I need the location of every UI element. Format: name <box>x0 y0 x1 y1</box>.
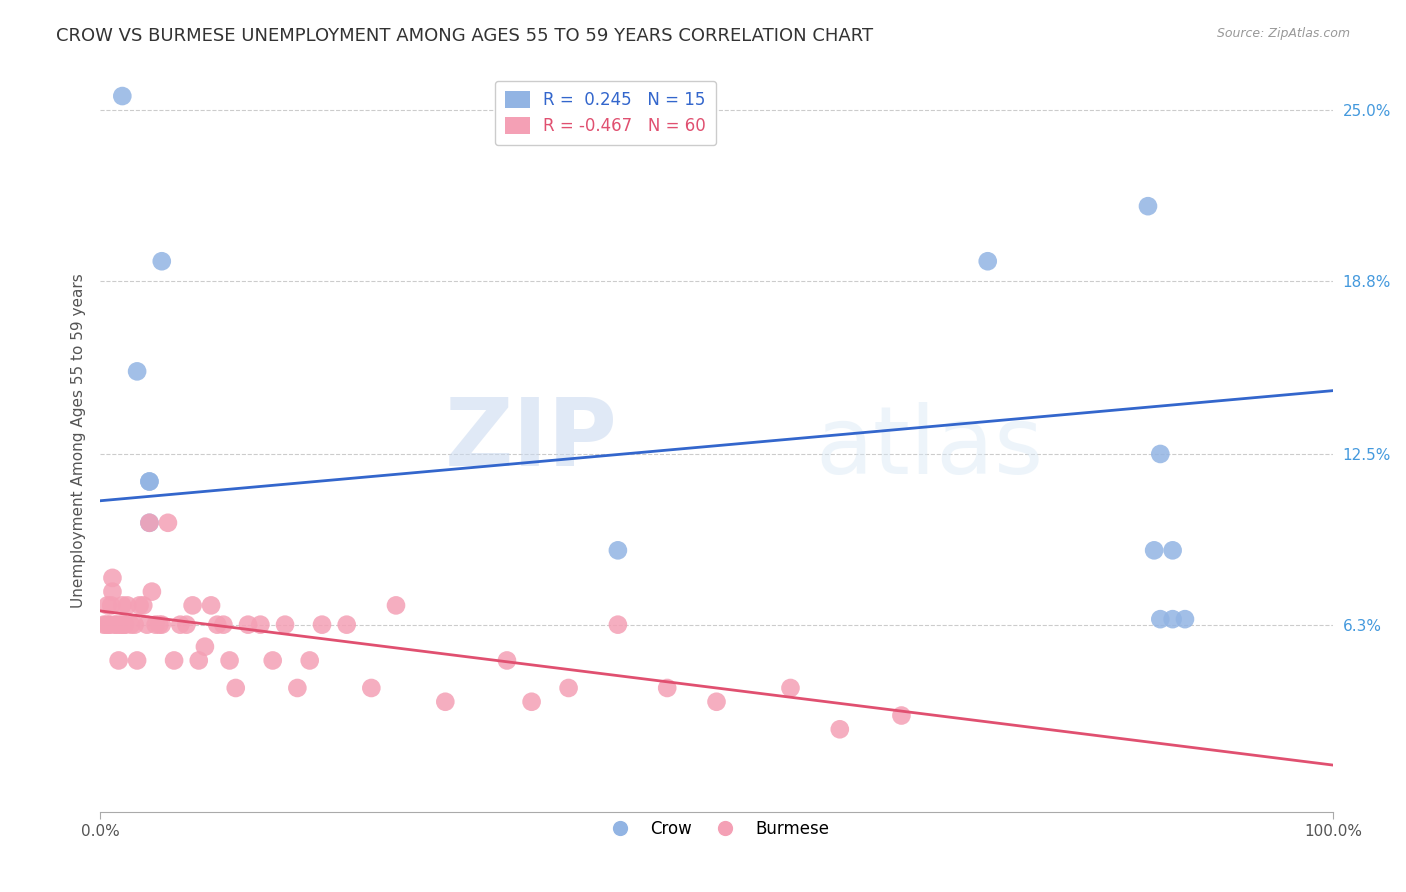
Point <box>132 599 155 613</box>
Point <box>101 584 124 599</box>
Point <box>176 617 198 632</box>
Point <box>274 617 297 632</box>
Point <box>120 617 142 632</box>
Text: Source: ZipAtlas.com: Source: ZipAtlas.com <box>1216 27 1350 40</box>
Point <box>606 543 628 558</box>
Point <box>138 475 160 489</box>
Point <box>114 617 136 632</box>
Point <box>1136 199 1159 213</box>
Point <box>1149 612 1171 626</box>
Point <box>779 681 801 695</box>
Point <box>657 681 679 695</box>
Point <box>557 681 579 695</box>
Point <box>262 653 284 667</box>
Point <box>124 617 146 632</box>
Point <box>114 617 136 632</box>
Point <box>181 599 204 613</box>
Point <box>111 599 134 613</box>
Text: atlas: atlas <box>815 401 1043 493</box>
Point <box>828 723 851 737</box>
Point <box>385 599 408 613</box>
Point <box>520 695 543 709</box>
Point <box>187 653 209 667</box>
Point <box>977 254 1000 268</box>
Point <box>249 617 271 632</box>
Point <box>100 599 122 613</box>
Point <box>105 617 128 632</box>
Point <box>128 599 150 613</box>
Text: ZIP: ZIP <box>446 394 617 486</box>
Point <box>111 89 134 103</box>
Point <box>136 617 159 632</box>
Point <box>150 254 173 268</box>
Point <box>96 599 118 613</box>
Point <box>1143 543 1166 558</box>
Point <box>606 617 628 632</box>
Point <box>1161 543 1184 558</box>
Point <box>138 475 160 489</box>
Point <box>117 599 139 613</box>
Point <box>150 617 173 632</box>
Point <box>138 516 160 530</box>
Point <box>96 617 118 632</box>
Point <box>156 516 179 530</box>
Point <box>1149 447 1171 461</box>
Point <box>207 617 229 632</box>
Point <box>212 617 235 632</box>
Point <box>97 617 120 632</box>
Point <box>104 617 127 632</box>
Point <box>336 617 359 632</box>
Point <box>225 681 247 695</box>
Point <box>98 617 121 632</box>
Text: CROW VS BURMESE UNEMPLOYMENT AMONG AGES 55 TO 59 YEARS CORRELATION CHART: CROW VS BURMESE UNEMPLOYMENT AMONG AGES … <box>56 27 873 45</box>
Point <box>311 617 333 632</box>
Point <box>218 653 240 667</box>
Point <box>107 653 129 667</box>
Point <box>1174 612 1197 626</box>
Y-axis label: Unemployment Among Ages 55 to 59 years: Unemployment Among Ages 55 to 59 years <box>72 273 86 607</box>
Point <box>110 617 132 632</box>
Point <box>890 708 912 723</box>
Point <box>194 640 217 654</box>
Legend: Crow, Burmese: Crow, Burmese <box>598 814 837 845</box>
Point <box>236 617 259 632</box>
Point <box>93 617 115 632</box>
Point <box>200 599 222 613</box>
Point <box>138 516 160 530</box>
Point <box>163 653 186 667</box>
Point <box>287 681 309 695</box>
Point <box>141 584 163 599</box>
Point <box>127 364 149 378</box>
Point <box>434 695 457 709</box>
Point <box>360 681 382 695</box>
Point <box>1161 612 1184 626</box>
Point <box>108 617 131 632</box>
Point <box>145 617 167 632</box>
Point <box>148 617 170 632</box>
Point <box>706 695 728 709</box>
Point <box>127 653 149 667</box>
Point <box>169 617 191 632</box>
Point <box>496 653 519 667</box>
Point <box>298 653 321 667</box>
Point <box>101 571 124 585</box>
